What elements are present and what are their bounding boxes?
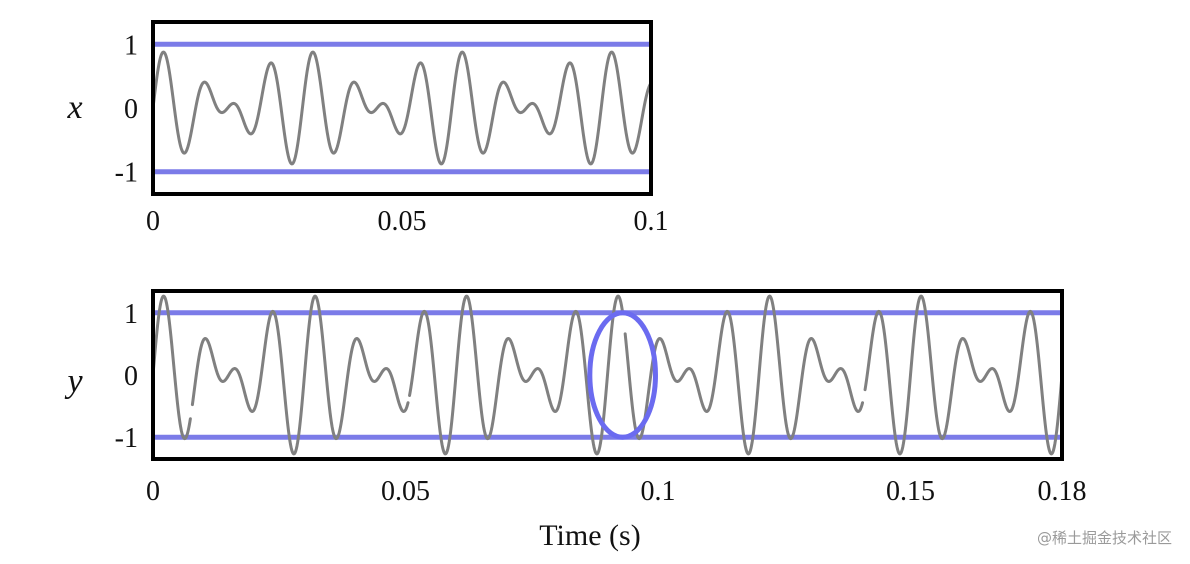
x-tick-label: 0.18 <box>1038 476 1087 507</box>
x-tick-label: 0.1 <box>634 206 669 237</box>
top-y-axis-label: x <box>66 89 82 126</box>
signal-line-segment <box>151 294 192 441</box>
signal-line-segment <box>408 294 625 456</box>
y-tick-label: 1 <box>124 30 138 61</box>
bottom-y-axis-label: y <box>64 363 83 400</box>
x-tick-label: 0 <box>146 476 160 507</box>
signal-line-segment <box>151 50 653 166</box>
y-tick-label: 1 <box>124 299 138 330</box>
x-tick-label: 0.15 <box>886 476 935 507</box>
top-chart-panel: 1 0 -1 0 0.05 0.1 x <box>66 20 669 237</box>
bottom-chart-panel: 1 0 -1 0 0.05 0.1 0.15 0.18 y Time (s) <box>64 289 1087 552</box>
top-plot-frame <box>151 20 653 196</box>
y-tick-label: -1 <box>115 158 138 189</box>
bottom-plot-frame <box>151 289 1064 461</box>
signal-line-segment <box>623 294 865 456</box>
x-tick-label: 0.05 <box>381 476 430 507</box>
x-tick-label: 0.1 <box>641 476 676 507</box>
y-tick-label: 0 <box>124 361 138 392</box>
y-tick-label: -1 <box>115 423 138 454</box>
signal-line-segment <box>190 294 410 456</box>
y-tick-label: 0 <box>124 94 138 125</box>
x-axis-label: Time (s) <box>539 519 640 552</box>
signal-line-segment <box>863 294 1064 456</box>
discontinuity-highlight-ellipse <box>587 310 658 440</box>
watermark: @稀土掘金技术社区 <box>1037 529 1172 547</box>
x-tick-label: 0.05 <box>378 206 427 237</box>
x-tick-label: 0 <box>146 206 160 237</box>
